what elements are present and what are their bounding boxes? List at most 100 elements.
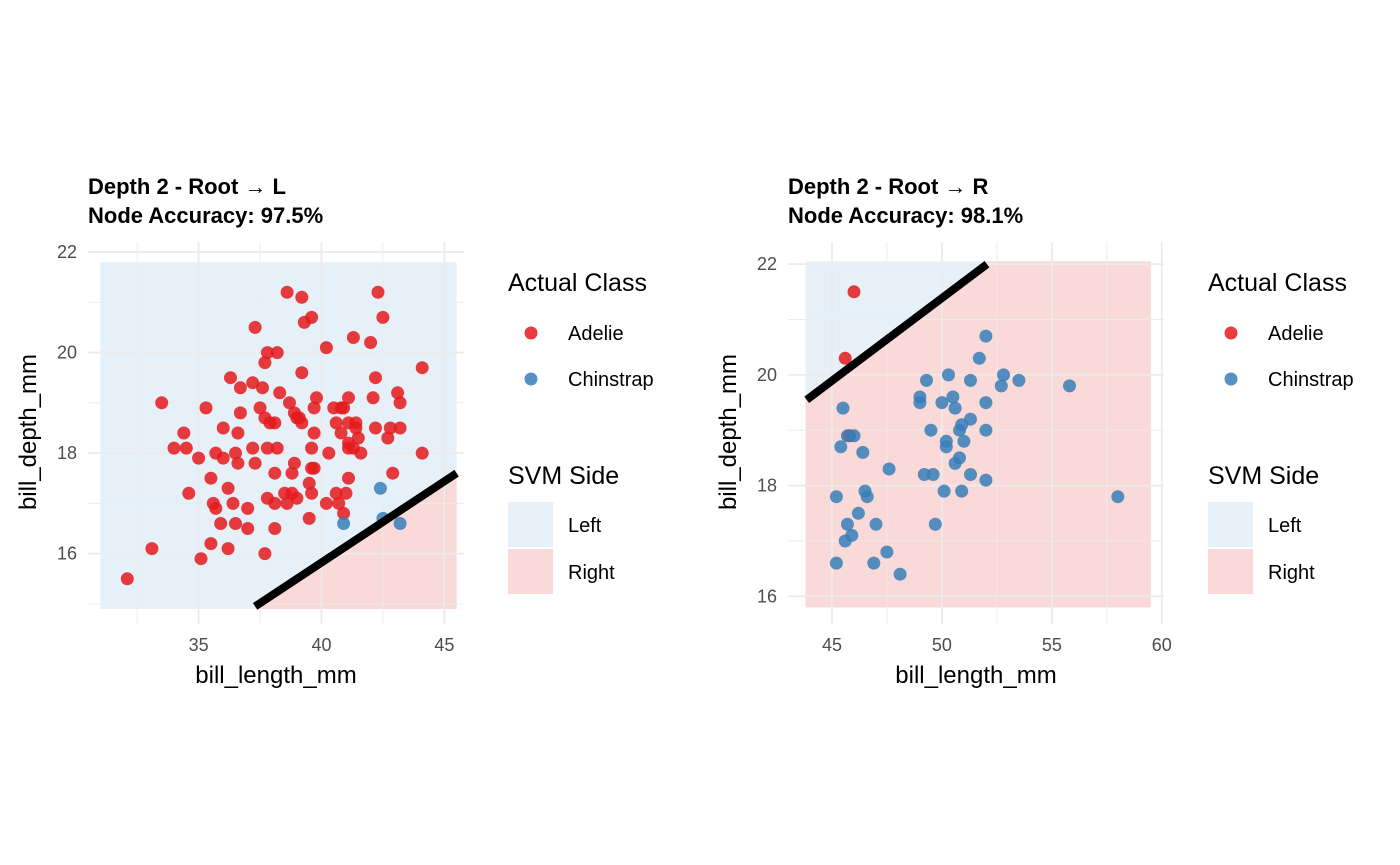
point-adelie [226,496,240,510]
point-adelie [221,481,235,495]
point-adelie [246,441,260,455]
y-tick-label: 22 [57,242,77,262]
panel-subtitle: Node Accuracy: 98.1% [788,203,1023,228]
point-adelie [268,496,282,510]
point-adelie [214,517,228,530]
point-adelie [233,406,247,420]
point-adelie [386,466,400,480]
right-region [805,261,1151,608]
legend-right-label: Right [568,562,615,584]
point-adelie [295,366,309,380]
y-axis-label: bill_depth_mm [15,354,42,510]
point-adelie [229,517,242,530]
point-chinstrap [957,434,971,448]
legend-chinstrap-label: Chinstrap [568,369,654,391]
point-chinstrap [882,462,896,476]
panel-right-node: Depth 2 - Root → R Node Accuracy: 98.1% … [715,174,1172,689]
point-adelie [371,285,385,299]
legend-chinstrap-marker [1224,372,1238,386]
point-adelie [280,285,294,299]
point-adelie [847,285,861,299]
point-chinstrap [860,490,874,504]
point-chinstrap [972,351,986,365]
point-adelie [248,320,262,334]
point-adelie [120,572,134,586]
point-chinstrap [979,329,993,343]
point-adelie [167,441,181,455]
point-chinstrap [847,429,861,443]
point-adelie [346,331,360,344]
point-chinstrap [937,484,951,498]
point-adelie [155,396,169,410]
point-adelie [285,466,299,480]
panel-subtitle: Node Accuracy: 97.5% [88,203,323,228]
point-adelie [268,466,282,480]
point-adelie [351,431,365,445]
point-adelie [415,361,429,375]
svm-boundary [252,469,459,610]
point-adelie [838,351,852,365]
point-adelie [295,416,309,430]
point-chinstrap [893,567,907,581]
legend-right-swatch [1208,549,1253,594]
point-chinstrap [953,451,966,465]
svm-boundary [804,260,990,403]
point-adelie [258,356,272,370]
x-tick-label: 55 [1042,635,1062,655]
point-adelie [268,416,282,430]
point-adelie [287,456,301,470]
point-chinstrap [1012,373,1026,387]
point-adelie [302,476,316,490]
legend-left-label: Left [568,515,602,537]
point-adelie [229,446,242,460]
point-chinstrap [939,434,953,448]
point-adelie [310,391,323,405]
point-adelie [283,396,296,410]
point-adelie [381,431,395,445]
point-adelie [192,451,206,465]
point-chinstrap [856,445,870,459]
point-adelie [337,401,351,415]
point-chinstrap [964,468,977,481]
axis-ticks: 45 50 55 60 16 18 20 22 [757,254,1172,655]
point-adelie [393,396,407,410]
point-adelie [391,386,405,400]
point-adelie [349,421,363,435]
point-adelie [199,401,213,415]
point-adelie [305,441,319,455]
y-tick-label: 16 [57,544,77,564]
panel-left-node: Depth 2 - Root → L Node Accuracy: 97.5% … [15,174,464,689]
x-axis-label: bill_length_mm [195,662,356,689]
point-adelie [204,537,218,551]
point-adelie [260,441,274,455]
point-adelie [221,542,235,556]
legend-chinstrap-marker [524,372,538,386]
point-adelie [270,346,284,360]
point-adelie [231,456,245,470]
point-adelie [322,446,336,460]
point-chinstrap [997,368,1010,382]
point-chinstrap [913,390,927,404]
svm-regions [100,262,457,609]
point-adelie [246,376,260,390]
point-adelie [231,426,245,440]
y-tick-label: 22 [757,254,777,274]
point-adelie [307,426,321,440]
point-chinstrap [829,556,843,570]
point-adelie [177,426,191,440]
y-tick-label: 16 [757,586,777,606]
point-chinstrap [840,517,854,531]
point-chinstrap [373,481,387,495]
point-adelie [145,542,159,556]
x-tick-label: 45 [822,635,842,655]
point-chinstrap [994,379,1008,393]
point-chinstrap [924,423,938,437]
point-chinstrap [836,401,850,415]
point-adelie [256,381,269,395]
point-adelie [329,486,343,500]
point-chinstrap [1111,490,1125,504]
x-tick-label: 40 [311,635,331,655]
legend-right: Actual Class Adelie Chinstrap SVM Side L… [1208,269,1354,594]
panel-title: Depth 2 - Root → L [88,174,286,199]
